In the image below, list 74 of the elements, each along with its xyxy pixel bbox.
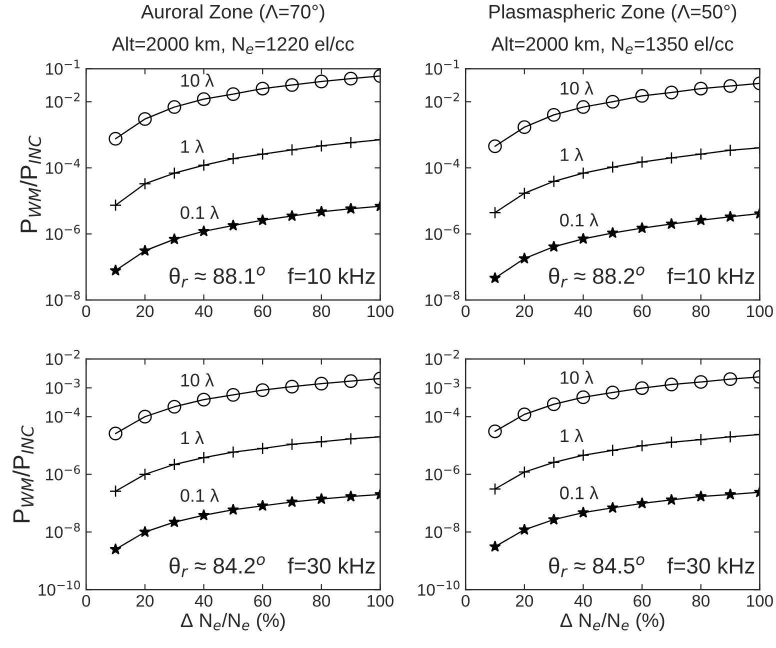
chart-subtitle: Alt=2000 km, N$_{e}$=1220 el/cc bbox=[112, 36, 354, 54]
series-label: 1 λ bbox=[181, 430, 204, 444]
y-tick-label: 10$^{−2}$ bbox=[426, 350, 459, 366]
annotation: θ$_{r}$ ≈ 84.5$^{o}$ bbox=[549, 556, 644, 578]
x-tick-label: 100 bbox=[747, 305, 773, 318]
annotation: θ$_{r}$ ≈ 84.2$^{o}$ bbox=[170, 556, 265, 578]
series-label: 1 λ bbox=[181, 140, 204, 153]
x-tick-label: 20 bbox=[516, 594, 534, 607]
x-tick-label: 40 bbox=[194, 594, 212, 607]
series-label: 0.1 λ bbox=[560, 213, 598, 226]
y-tick-label: 10$^{−8}$ bbox=[426, 290, 460, 306]
y-tick-label: 10$^{−4}$ bbox=[426, 408, 460, 423]
y-tick-label: 10$^{−2}$ bbox=[46, 350, 80, 366]
y-tick-label: 10$^{−8}$ bbox=[46, 522, 80, 538]
y-tick-label: 10$^{−8}$ bbox=[426, 522, 460, 538]
x-tick-label: 80 bbox=[692, 305, 710, 318]
y-tick-label: 10$^{−4}$ bbox=[46, 408, 80, 423]
y-tick-label: 10$^{−6}$ bbox=[46, 465, 80, 480]
series-label: 1 λ bbox=[560, 148, 584, 161]
annotation: θ$_{r}$ ≈ 88.1$^{o}$ bbox=[170, 266, 265, 288]
x-tick-label: 0 bbox=[462, 305, 470, 318]
y-tick-label: 10$^{−2}$ bbox=[46, 92, 80, 108]
y-tick-label: 10$^{−10}$ bbox=[418, 580, 460, 596]
chart-title: Auroral Zone (Λ=70°) bbox=[140, 4, 324, 22]
y-tick-label: 10$^{−10}$ bbox=[38, 580, 80, 596]
x-tick-label: 60 bbox=[634, 594, 651, 607]
x-tick-label: 20 bbox=[136, 594, 154, 607]
x-tick-label: 20 bbox=[136, 305, 154, 318]
series-label: 1 λ bbox=[560, 428, 584, 442]
y-tick-label: 10$^{−1}$ bbox=[46, 60, 80, 75]
y-tick-label: 10$^{−6}$ bbox=[426, 224, 460, 240]
x-axis-title: Δ N$_{e}$/N$_{e}$ (%) bbox=[180, 612, 285, 631]
y-tick-label: 10$^{−3}$ bbox=[426, 378, 460, 394]
x-tick-label: 40 bbox=[574, 594, 592, 607]
x-tick-label: 100 bbox=[368, 594, 394, 607]
series-label: 0.1 λ bbox=[560, 486, 598, 500]
annotation: f=30 kHz bbox=[288, 557, 375, 574]
series-label: 0.1 λ bbox=[180, 488, 219, 502]
annotation: f=30 kHz bbox=[667, 557, 754, 574]
x-tick-label: 0 bbox=[82, 305, 90, 318]
series-label: 10 λ bbox=[181, 373, 214, 387]
x-tick-label: 20 bbox=[516, 305, 534, 318]
annotation: f=10 kHz bbox=[667, 268, 754, 284]
x-tick-label: 60 bbox=[254, 305, 272, 318]
x-tick-label: 40 bbox=[574, 305, 592, 318]
x-tick-label: 100 bbox=[368, 305, 394, 318]
series-label: 10 λ bbox=[560, 81, 594, 95]
x-tick-label: 100 bbox=[747, 594, 773, 607]
y-tick-label: 10$^{−8}$ bbox=[46, 290, 80, 306]
y-tick-label: 10$^{−3}$ bbox=[46, 378, 80, 394]
x-axis-title: Δ N$_{e}$/N$_{e}$ (%) bbox=[560, 612, 664, 631]
y-tick-label: 10$^{−1}$ bbox=[426, 60, 460, 75]
annotation: f=10 kHz bbox=[288, 268, 375, 284]
x-tick-label: 80 bbox=[692, 594, 710, 607]
x-tick-label: 60 bbox=[254, 594, 272, 607]
x-tick-label: 80 bbox=[312, 305, 330, 318]
series-label: 10 λ bbox=[560, 370, 594, 384]
series-label: 10 λ bbox=[181, 74, 214, 87]
x-tick-label: 0 bbox=[462, 594, 470, 607]
x-tick-label: 60 bbox=[634, 305, 651, 318]
y-tick-label: 10$^{−6}$ bbox=[46, 224, 80, 240]
x-tick-label: 0 bbox=[82, 594, 90, 607]
annotation: θ$_{r}$ ≈ 88.2$^{o}$ bbox=[549, 266, 644, 288]
y-tick-label: 10$^{−4}$ bbox=[46, 158, 80, 174]
chart-title: Plasmaspheric Zone (Λ=50°) bbox=[490, 4, 736, 22]
y-axis-title: P$_{WM}$/P$_{INC}$ bbox=[12, 426, 34, 522]
chart-subtitle: Alt=2000 km, N$_{e}$=1350 el/cc bbox=[491, 36, 734, 54]
series-label: 0.1 λ bbox=[180, 206, 219, 220]
y-tick-label: 10$^{−2}$ bbox=[426, 92, 459, 108]
y-tick-label: 10$^{−6}$ bbox=[426, 465, 460, 480]
y-tick-label: 10$^{−4}$ bbox=[426, 158, 460, 174]
y-axis-title: P$_{WM}$/P$_{INC}$ bbox=[20, 136, 42, 232]
x-tick-label: 40 bbox=[194, 305, 212, 318]
x-tick-label: 80 bbox=[312, 594, 330, 607]
